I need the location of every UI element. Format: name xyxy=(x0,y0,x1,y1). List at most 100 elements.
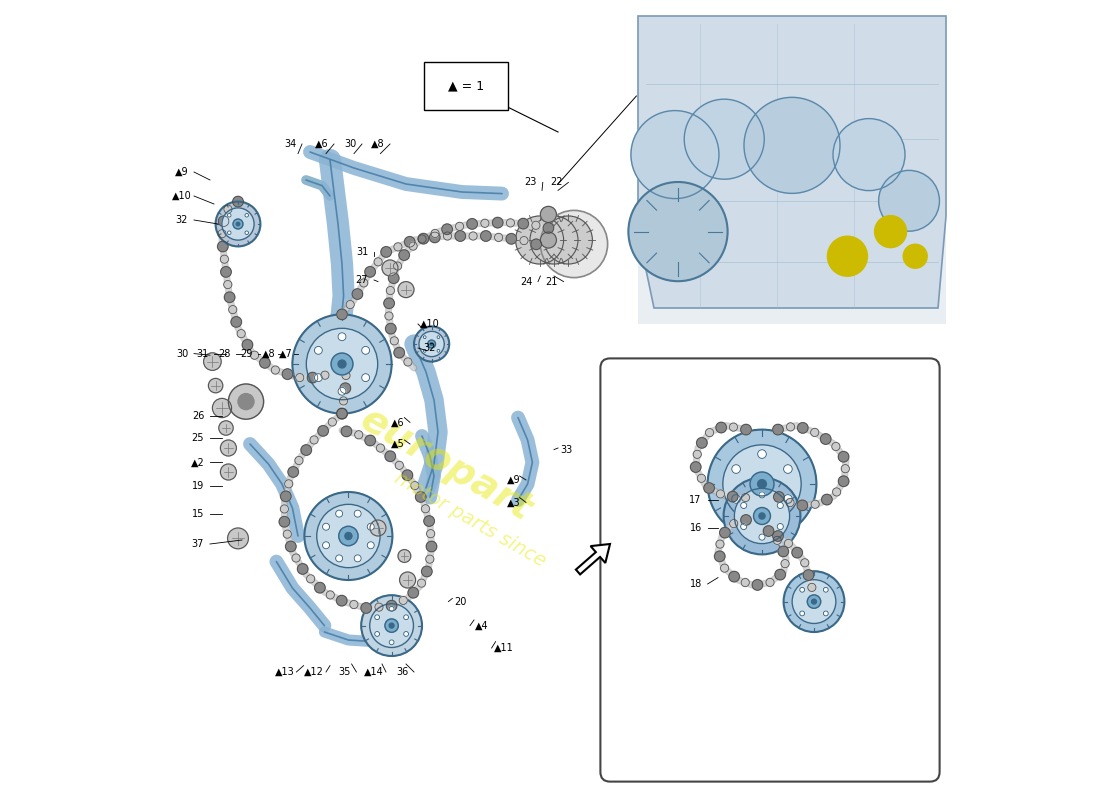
Circle shape xyxy=(783,494,792,503)
Circle shape xyxy=(455,230,465,242)
Circle shape xyxy=(283,530,292,538)
Circle shape xyxy=(783,465,792,474)
Circle shape xyxy=(431,230,439,238)
Text: 18: 18 xyxy=(690,579,702,589)
Circle shape xyxy=(732,465,740,474)
Circle shape xyxy=(414,326,449,362)
Text: 34: 34 xyxy=(284,139,296,149)
Circle shape xyxy=(220,440,236,456)
Circle shape xyxy=(740,514,751,526)
Circle shape xyxy=(516,216,563,264)
Circle shape xyxy=(418,234,429,244)
Circle shape xyxy=(218,230,227,238)
Circle shape xyxy=(792,580,836,623)
Circle shape xyxy=(778,546,789,557)
Circle shape xyxy=(219,421,233,435)
Circle shape xyxy=(365,266,375,277)
Circle shape xyxy=(338,360,346,368)
Circle shape xyxy=(340,383,351,394)
Text: ▲8: ▲8 xyxy=(371,139,385,149)
Circle shape xyxy=(339,526,359,546)
Circle shape xyxy=(786,423,794,431)
Circle shape xyxy=(285,480,293,488)
Circle shape xyxy=(800,587,804,592)
Circle shape xyxy=(399,596,407,605)
Circle shape xyxy=(384,298,395,309)
Circle shape xyxy=(798,500,807,510)
Circle shape xyxy=(228,231,231,234)
Text: 29: 29 xyxy=(240,349,252,358)
Circle shape xyxy=(399,250,409,260)
Circle shape xyxy=(288,466,298,478)
Circle shape xyxy=(375,615,379,620)
Circle shape xyxy=(543,222,553,234)
Circle shape xyxy=(272,366,279,374)
Circle shape xyxy=(404,358,412,366)
Circle shape xyxy=(328,418,337,426)
Circle shape xyxy=(306,328,377,400)
Circle shape xyxy=(778,502,783,509)
Circle shape xyxy=(792,547,803,558)
Circle shape xyxy=(493,218,503,228)
Circle shape xyxy=(293,314,392,414)
Circle shape xyxy=(759,534,766,540)
Text: 32: 32 xyxy=(424,343,437,353)
Circle shape xyxy=(389,606,394,611)
Circle shape xyxy=(437,350,440,352)
Circle shape xyxy=(301,445,311,455)
Text: 30: 30 xyxy=(176,349,188,358)
Circle shape xyxy=(327,591,334,599)
Circle shape xyxy=(370,604,414,647)
Circle shape xyxy=(879,170,939,231)
Circle shape xyxy=(317,504,381,568)
Circle shape xyxy=(286,541,296,552)
Text: ▲7: ▲7 xyxy=(279,349,293,358)
Text: 33: 33 xyxy=(560,445,572,454)
Circle shape xyxy=(403,470,412,481)
Circle shape xyxy=(212,398,232,418)
Circle shape xyxy=(375,631,379,636)
Circle shape xyxy=(208,378,223,393)
Text: ▲6: ▲6 xyxy=(392,418,405,427)
Circle shape xyxy=(417,579,426,587)
Text: 17: 17 xyxy=(690,495,702,505)
Circle shape xyxy=(260,358,271,368)
Circle shape xyxy=(759,492,766,498)
Circle shape xyxy=(245,214,249,217)
Text: ▲10: ▲10 xyxy=(420,319,440,329)
Circle shape xyxy=(437,336,440,338)
Circle shape xyxy=(631,110,719,198)
Circle shape xyxy=(740,523,747,530)
Circle shape xyxy=(336,555,343,562)
Text: motor parts since: motor parts since xyxy=(390,469,549,571)
Circle shape xyxy=(696,438,707,448)
Circle shape xyxy=(398,282,414,298)
Circle shape xyxy=(337,408,348,419)
Circle shape xyxy=(727,491,738,502)
Circle shape xyxy=(336,510,343,517)
Circle shape xyxy=(389,640,394,645)
Circle shape xyxy=(233,219,243,229)
Circle shape xyxy=(362,346,370,354)
Circle shape xyxy=(337,595,346,606)
Circle shape xyxy=(842,465,849,473)
Circle shape xyxy=(398,550,410,562)
Circle shape xyxy=(759,513,766,519)
Circle shape xyxy=(245,231,249,234)
FancyBboxPatch shape xyxy=(601,358,939,782)
Text: ▲6: ▲6 xyxy=(316,139,329,149)
Text: ▲2: ▲2 xyxy=(191,458,205,467)
Circle shape xyxy=(416,492,426,502)
Circle shape xyxy=(740,502,747,509)
Circle shape xyxy=(720,564,728,572)
Circle shape xyxy=(409,242,417,250)
Text: 37: 37 xyxy=(191,539,205,549)
Circle shape xyxy=(305,492,393,580)
Circle shape xyxy=(811,428,818,437)
Text: ▲4: ▲4 xyxy=(475,621,488,630)
Circle shape xyxy=(833,118,905,190)
Circle shape xyxy=(750,472,774,496)
Circle shape xyxy=(408,587,418,598)
Circle shape xyxy=(741,494,749,502)
Circle shape xyxy=(385,323,396,334)
